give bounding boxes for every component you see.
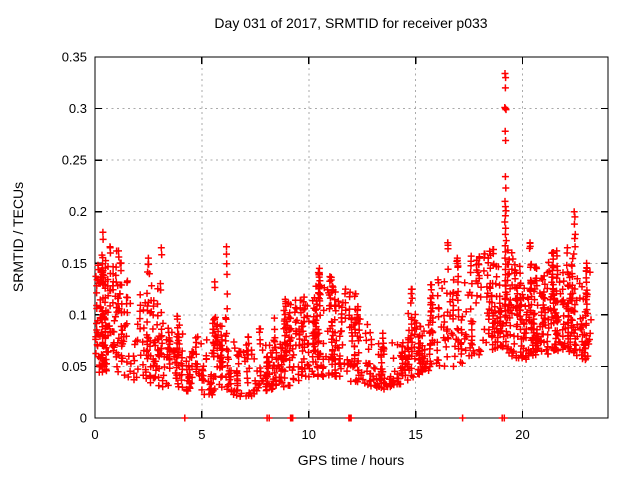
x-tick-label: 15 [408,427,422,442]
y-tick-label: 0.05 [62,359,87,374]
x-tick-label: 10 [302,427,316,442]
y-tick-label: 0.3 [69,101,87,116]
x-tick-label: 20 [515,427,529,442]
x-tick-label: 5 [198,427,205,442]
y-axis-label: SRMTID / TECUs [10,182,26,292]
y-tick-label: 0.1 [69,307,87,322]
x-axis-label: GPS time / hours [298,452,405,468]
x-tick-label: 0 [91,427,98,442]
y-tick-label: 0.35 [62,50,87,65]
y-tick-label: 0 [80,411,87,426]
chart-title: Day 031 of 2017, SRMTID for receiver p03… [214,15,487,31]
data-points-series [92,70,595,422]
y-tick-label: 0.15 [62,256,87,271]
tick-labels: 0 0.05 0.1 0.15 0.2 0.25 0.3 0.35 0 5 10 15 20 [62,50,530,443]
y-tick-label: 0.25 [62,153,87,168]
y-tick-label: 0.2 [69,204,87,219]
scatter-plus-markers [92,70,595,422]
